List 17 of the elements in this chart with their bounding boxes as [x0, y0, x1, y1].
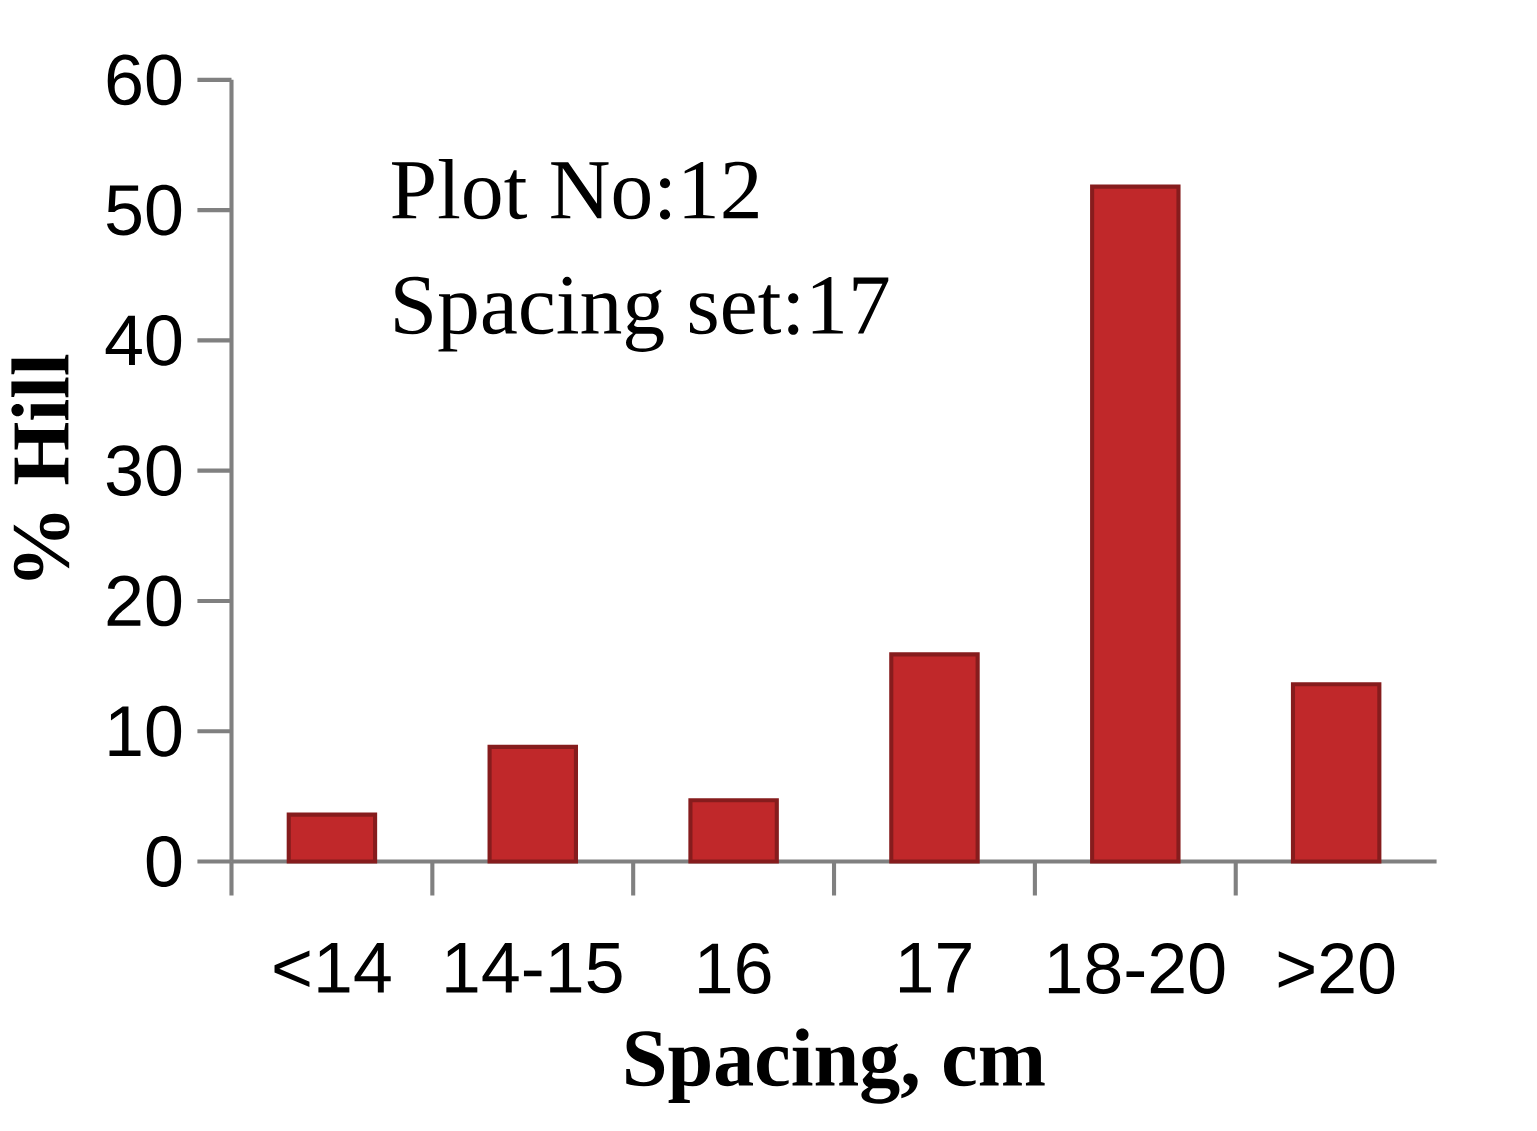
y-tick-label: 0 — [146, 835, 182, 887]
y-tick-label: 50 — [106, 184, 182, 236]
y-axis-title: % Hill — [11, 354, 70, 580]
x-tick-label: >20 — [1278, 943, 1395, 994]
y-tick-label: 40 — [105, 314, 182, 366]
y-tick-label: 20 — [107, 575, 182, 627]
x-tick-label: 17 — [899, 943, 971, 993]
y-tick-label: 10 — [109, 705, 182, 757]
annotation: Spacing set:17 — [395, 276, 889, 352]
annotation: Plot No:12 — [392, 158, 758, 220]
y-tick-label: 60 — [107, 54, 182, 106]
x-tick-label: 16 — [699, 943, 771, 994]
x-axis-title: Spacing, cm — [626, 1028, 1045, 1104]
y-tick-label: 30 — [106, 445, 182, 497]
x-tick-label: <14 — [274, 943, 391, 993]
x-tick-label: 14-15 — [446, 943, 622, 994]
x-tick-label: 18-20 — [1048, 943, 1225, 994]
